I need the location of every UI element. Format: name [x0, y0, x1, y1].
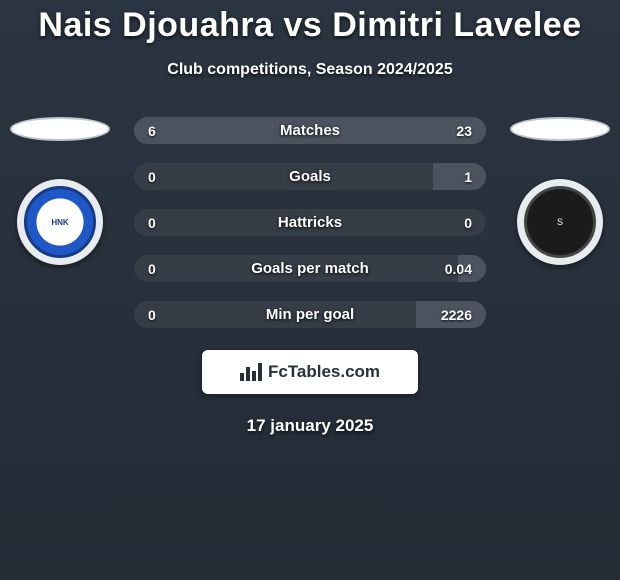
right-flag-icon — [510, 117, 610, 141]
stat-label: Matches — [134, 117, 486, 144]
stat-row: 02226Min per goal — [134, 301, 486, 328]
rijeka-badge-icon: HNK — [24, 186, 96, 258]
subtitle: Club competitions, Season 2024/2025 — [167, 61, 452, 79]
rijeka-badge-text: HNK — [51, 218, 68, 227]
sturm-badge-icon: S — [524, 186, 596, 258]
brand-box[interactable]: FcTables.com — [202, 350, 418, 394]
comparison-panel: HNK 623Matches 01Goals 00Hattricks 00.04Goa… — [0, 117, 620, 328]
brand-text: FcTables.com — [268, 362, 380, 382]
left-club-badge: HNK — [17, 179, 103, 265]
stat-row: 01Goals — [134, 163, 486, 190]
stat-label: Min per goal — [134, 301, 486, 328]
stat-label: Hattricks — [134, 209, 486, 236]
stat-row: 00.04Goals per match — [134, 255, 486, 282]
right-club-badge: S — [517, 179, 603, 265]
page-title: Nais Djouahra vs Dimitri Lavelee — [38, 6, 581, 45]
stats-list: 623Matches 01Goals 00Hattricks 00.04Goals p… — [120, 117, 500, 328]
date-text: 17 january 2025 — [247, 416, 374, 436]
stat-row: 623Matches — [134, 117, 486, 144]
left-side: HNK — [0, 117, 120, 265]
left-flag-icon — [10, 117, 110, 141]
right-side: S — [500, 117, 620, 265]
stat-label: Goals — [134, 163, 486, 190]
sturm-badge-text: S — [557, 217, 563, 227]
stat-row: 00Hattricks — [134, 209, 486, 236]
chart-icon — [240, 363, 262, 381]
stat-label: Goals per match — [134, 255, 486, 282]
